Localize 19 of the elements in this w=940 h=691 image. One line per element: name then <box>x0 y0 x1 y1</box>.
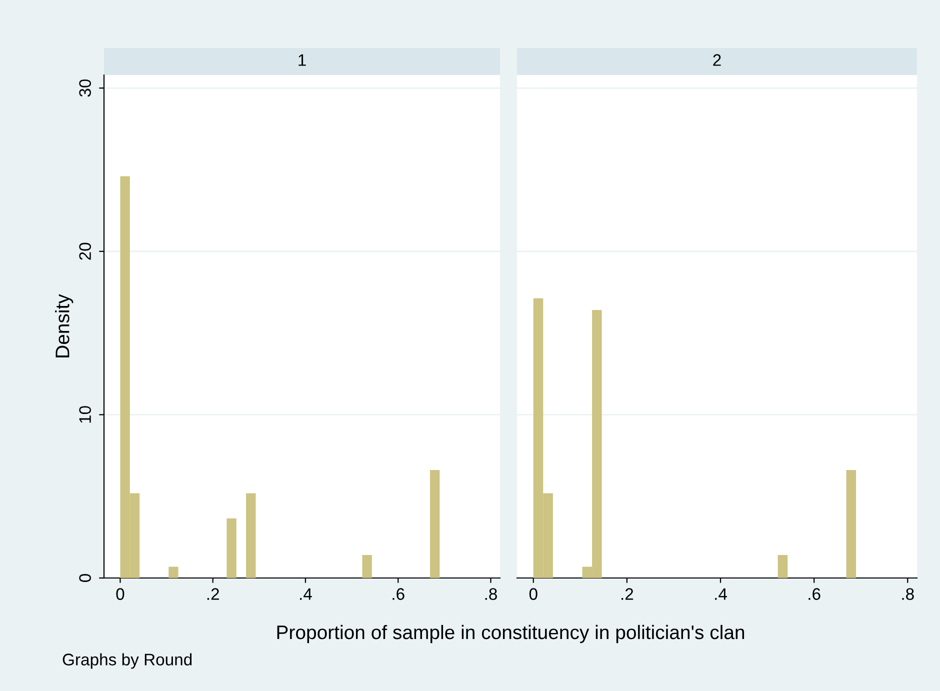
x-tick-label: 0 <box>529 588 538 600</box>
x-tick-label: 0 <box>116 588 124 600</box>
x-tick-label: .2 <box>207 588 219 600</box>
y-tick-label: 10 <box>79 406 91 423</box>
chart-title: 2 <box>713 54 721 66</box>
x-tick-label: .2 <box>622 588 634 600</box>
x-axis-title: Proportion of sample in constituency in politician's clan <box>277 624 744 644</box>
x-tick-label: .6 <box>808 588 820 600</box>
x-tick-label: .8 <box>902 588 914 600</box>
y-tick-label: 0 <box>79 574 91 582</box>
x-tick-label: .4 <box>300 588 312 600</box>
y-axis-title: Density <box>55 294 74 358</box>
y-tick-label: 20 <box>79 242 91 260</box>
x-tick-label: .8 <box>485 588 497 600</box>
x-tick-label: .4 <box>715 588 727 600</box>
y-tick-label: 30 <box>79 79 91 97</box>
x-tick-label: .6 <box>392 588 404 600</box>
text: Graphs by Round <box>62 653 192 669</box>
chart-title: 1 <box>298 54 306 66</box>
